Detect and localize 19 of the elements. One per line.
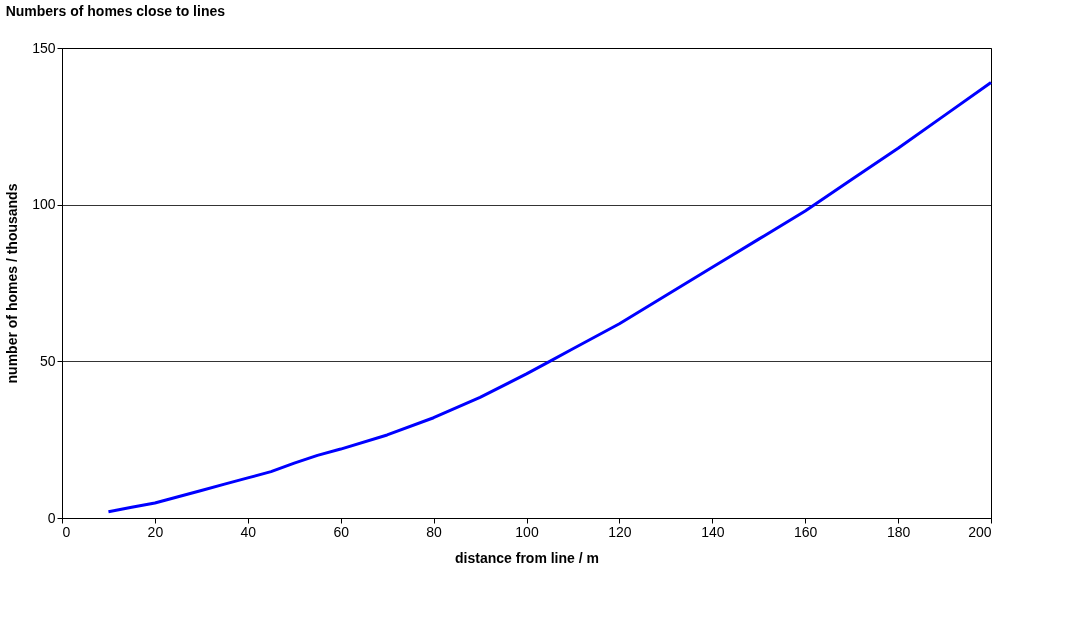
x-tick-label: 200 bbox=[968, 523, 992, 540]
y-axis-title: number of homes / thousands bbox=[4, 183, 21, 384]
x-tick-label: 160 bbox=[794, 523, 818, 540]
x-tick-label: 0 bbox=[62, 523, 71, 540]
x-tick-label: 140 bbox=[701, 523, 725, 540]
chart-title: Numbers of homes close to lines bbox=[5, 3, 226, 19]
x-axis-title: distance from line / m bbox=[455, 549, 599, 566]
y-tick-label: 50 bbox=[39, 352, 56, 369]
y-tick-label: 0 bbox=[47, 509, 56, 526]
y-tick-label: 100 bbox=[32, 196, 56, 213]
y-tick-label: 150 bbox=[32, 39, 56, 56]
x-tick-label: 20 bbox=[147, 523, 164, 540]
x-tick-label: 180 bbox=[886, 523, 911, 540]
x-tick-label: 40 bbox=[240, 523, 257, 540]
x-tick-label: 60 bbox=[333, 523, 350, 540]
x-tick-label: 120 bbox=[608, 523, 632, 540]
line-series bbox=[106, 80, 993, 514]
x-tick-label: 80 bbox=[426, 523, 443, 540]
x-tick-label: 100 bbox=[515, 523, 539, 540]
